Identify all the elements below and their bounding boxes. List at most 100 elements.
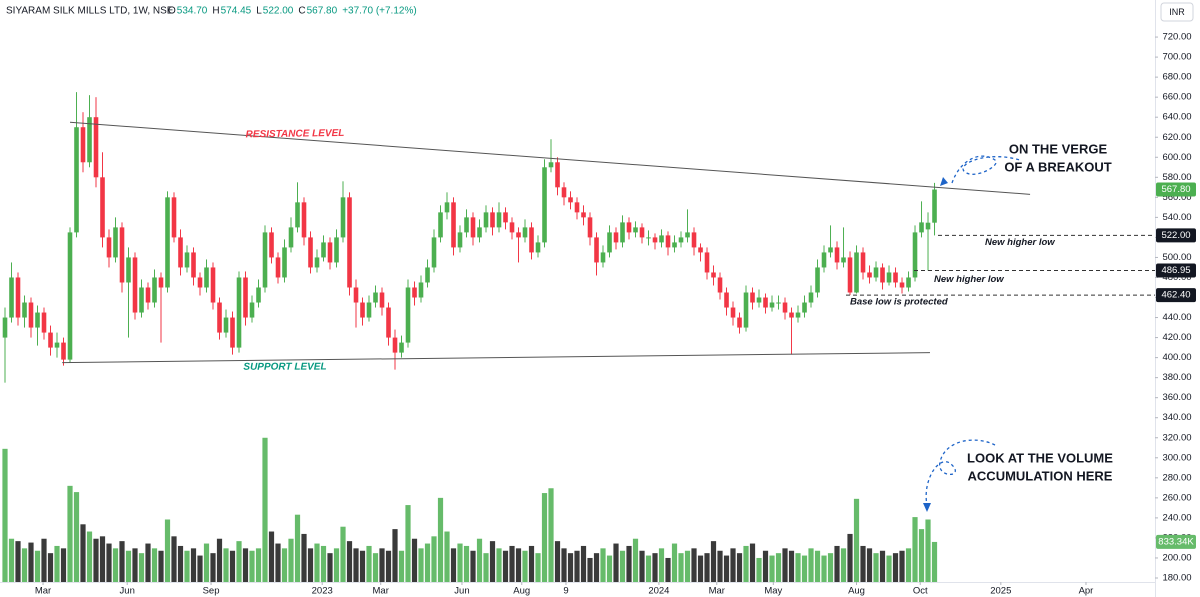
volume-bar xyxy=(730,548,736,582)
volume-bar xyxy=(255,548,262,582)
candle-body xyxy=(854,252,859,293)
candle-body xyxy=(100,177,105,238)
level-note: New higher low xyxy=(985,237,1055,248)
volume-bar xyxy=(645,555,652,582)
volume-bar xyxy=(489,541,496,582)
candle-body xyxy=(373,292,378,303)
candle-body xyxy=(691,232,697,248)
volume-bar xyxy=(554,541,561,582)
volume-bar xyxy=(80,524,86,582)
candle-body xyxy=(113,227,118,258)
volume-bar xyxy=(522,550,528,582)
last-price-label: 567.80 xyxy=(1161,184,1190,195)
candle-body xyxy=(230,317,235,348)
volume-bar xyxy=(229,550,236,582)
y-tick-label: 620.00 xyxy=(1162,132,1191,143)
candle-body xyxy=(847,257,853,293)
candle-body xyxy=(711,272,716,278)
volume-bar xyxy=(340,526,346,582)
y-tick-label: 700.00 xyxy=(1162,52,1191,63)
volume-bar xyxy=(834,545,840,582)
x-tick-label: Aug xyxy=(848,586,865,597)
volume-bar xyxy=(665,557,671,582)
x-tick-label: Mar xyxy=(709,586,725,597)
volume-bar xyxy=(223,548,229,582)
volume-bar xyxy=(639,550,645,582)
candle-body xyxy=(126,257,131,283)
candle-body xyxy=(555,162,560,188)
x-tick-label: 2025 xyxy=(990,586,1011,597)
candle-body xyxy=(41,312,47,333)
x-tick-label: Mar xyxy=(35,586,51,597)
annotation: ACCUMULATION HERE xyxy=(968,468,1113,483)
volume-bar xyxy=(437,497,444,582)
volume-bar xyxy=(515,548,522,582)
volume-bar xyxy=(99,536,106,582)
volume-bar xyxy=(541,493,548,582)
candle-body xyxy=(191,252,196,278)
arrow-head xyxy=(940,177,948,186)
volume-bar xyxy=(925,519,931,582)
annotation: ON THE VERGE xyxy=(1009,141,1108,156)
volume-bar xyxy=(905,548,912,582)
price-tag xyxy=(1156,288,1196,303)
volume-bar xyxy=(353,548,359,582)
x-tick-label: Sep xyxy=(203,586,220,597)
candle-body xyxy=(366,302,372,318)
volume-bar xyxy=(346,541,353,582)
candle-body xyxy=(119,227,125,283)
volume-bar xyxy=(164,519,171,582)
candle-body xyxy=(685,232,690,238)
candle-body xyxy=(912,232,918,278)
volume-bar xyxy=(385,550,392,582)
volume-bar xyxy=(106,543,112,582)
x-tick-label: Apr xyxy=(1079,586,1094,597)
currency-box[interactable] xyxy=(1160,2,1194,22)
volume-bar xyxy=(8,538,15,582)
volume-bar xyxy=(476,538,483,582)
volume-bar xyxy=(717,550,723,582)
x-tick-label: Jun xyxy=(454,586,469,597)
volume-bar xyxy=(723,555,730,582)
candle-body xyxy=(893,272,898,283)
candle-body xyxy=(522,227,528,238)
volume-bar xyxy=(795,553,801,582)
candle-body xyxy=(386,307,391,338)
y-tick-label: 420.00 xyxy=(1162,332,1191,343)
y-tick-label: 340.00 xyxy=(1162,412,1191,423)
volume-bar xyxy=(41,538,47,582)
volume-bar xyxy=(931,541,938,582)
price-tag xyxy=(1156,263,1196,278)
candle-body xyxy=(405,287,411,343)
candle-body xyxy=(418,282,424,298)
volume-bar xyxy=(587,557,593,582)
trendline-label: RESISTANCE LEVEL xyxy=(246,128,345,140)
volume-bar xyxy=(392,529,398,582)
volume-bar xyxy=(821,555,827,582)
volume-bar xyxy=(333,548,340,582)
candle-body xyxy=(919,222,924,233)
candle-body xyxy=(763,297,768,308)
volume-bar xyxy=(457,543,463,582)
candle-body xyxy=(613,232,619,243)
volume-bar xyxy=(535,553,541,582)
candle-body xyxy=(197,277,203,288)
candle-body xyxy=(67,232,73,360)
candle-body xyxy=(204,267,209,288)
last-price-tag xyxy=(1156,182,1196,197)
volume-bar xyxy=(860,545,866,582)
candle-body xyxy=(509,222,515,233)
symbol: SIYARAM SILK MILLS LTD, 1W, NSE xyxy=(6,6,174,17)
candle-body xyxy=(392,337,398,353)
volume-bar xyxy=(827,553,834,582)
volume-bar xyxy=(2,448,8,582)
candle-body xyxy=(340,197,346,238)
candle-body xyxy=(288,227,294,248)
candle-body xyxy=(548,162,554,168)
volume-bar xyxy=(372,553,379,582)
header-value: 574.45 xyxy=(221,6,252,17)
volume-bar xyxy=(34,550,41,582)
candle-body xyxy=(516,232,521,238)
candle-body xyxy=(106,237,112,258)
